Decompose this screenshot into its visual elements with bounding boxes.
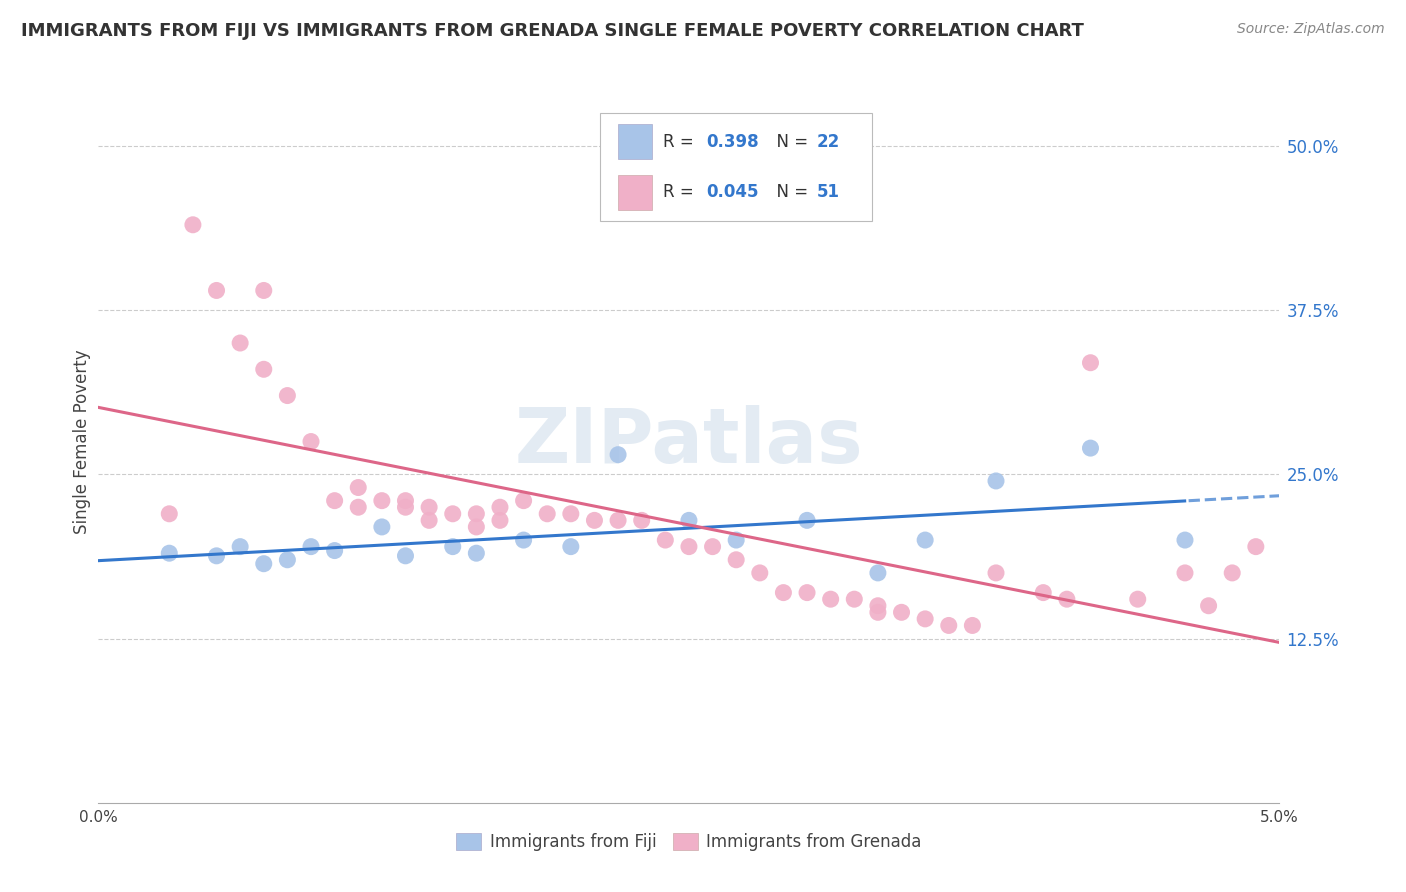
Text: 51: 51 bbox=[817, 183, 839, 202]
Point bbox=[796, 585, 818, 599]
Point bbox=[157, 546, 180, 560]
Point bbox=[844, 592, 866, 607]
Point bbox=[678, 513, 700, 527]
Point bbox=[678, 540, 700, 554]
Point bbox=[1174, 533, 1197, 547]
Point bbox=[820, 592, 842, 607]
Point bbox=[583, 513, 606, 527]
Point bbox=[914, 612, 936, 626]
Text: N =: N = bbox=[766, 183, 813, 202]
Point bbox=[1220, 566, 1243, 580]
Point bbox=[890, 605, 912, 619]
FancyBboxPatch shape bbox=[600, 112, 872, 221]
Point bbox=[371, 493, 394, 508]
Point bbox=[299, 434, 322, 449]
Point bbox=[1198, 599, 1220, 613]
Point bbox=[984, 566, 1007, 580]
Text: N =: N = bbox=[766, 133, 813, 151]
FancyBboxPatch shape bbox=[619, 175, 652, 210]
Point bbox=[394, 500, 416, 515]
Point bbox=[914, 533, 936, 547]
Point bbox=[299, 540, 322, 554]
Point bbox=[323, 543, 346, 558]
Legend: Immigrants from Fiji, Immigrants from Grenada: Immigrants from Fiji, Immigrants from Gr… bbox=[449, 825, 929, 860]
Text: IMMIGRANTS FROM FIJI VS IMMIGRANTS FROM GRENADA SINGLE FEMALE POVERTY CORRELATIO: IMMIGRANTS FROM FIJI VS IMMIGRANTS FROM … bbox=[21, 22, 1084, 40]
Point bbox=[418, 500, 440, 515]
Point bbox=[205, 284, 228, 298]
Point bbox=[962, 618, 984, 632]
Point bbox=[229, 540, 252, 554]
Point bbox=[347, 481, 370, 495]
Point bbox=[418, 513, 440, 527]
Text: ZIPatlas: ZIPatlas bbox=[515, 405, 863, 478]
Point bbox=[441, 540, 464, 554]
Text: Source: ZipAtlas.com: Source: ZipAtlas.com bbox=[1237, 22, 1385, 37]
Point bbox=[560, 540, 582, 554]
Point bbox=[748, 566, 770, 580]
Point bbox=[938, 618, 960, 632]
Point bbox=[465, 507, 488, 521]
Text: R =: R = bbox=[664, 183, 699, 202]
Point bbox=[512, 533, 534, 547]
Point bbox=[276, 553, 298, 567]
Point bbox=[984, 474, 1007, 488]
Point bbox=[1244, 540, 1267, 554]
Point bbox=[489, 513, 512, 527]
Point bbox=[772, 585, 794, 599]
Point bbox=[253, 362, 276, 376]
Point bbox=[630, 513, 652, 527]
Point bbox=[394, 549, 416, 563]
Point bbox=[725, 533, 748, 547]
Point bbox=[607, 513, 630, 527]
Text: 22: 22 bbox=[817, 133, 839, 151]
Point bbox=[1056, 592, 1078, 607]
Text: 0.045: 0.045 bbox=[707, 183, 759, 202]
Point bbox=[725, 553, 748, 567]
Point bbox=[1032, 585, 1054, 599]
Point bbox=[866, 605, 889, 619]
Point bbox=[796, 513, 818, 527]
Point bbox=[253, 284, 276, 298]
Point bbox=[157, 507, 180, 521]
Point bbox=[560, 507, 582, 521]
Point bbox=[323, 493, 346, 508]
Point bbox=[394, 493, 416, 508]
Point bbox=[1174, 566, 1197, 580]
Point bbox=[866, 599, 889, 613]
Point bbox=[253, 557, 276, 571]
Point bbox=[654, 533, 676, 547]
Point bbox=[702, 540, 724, 554]
Point bbox=[536, 507, 558, 521]
Point bbox=[276, 388, 298, 402]
Point bbox=[489, 500, 512, 515]
Point bbox=[371, 520, 394, 534]
Point bbox=[1080, 441, 1102, 455]
Point bbox=[1126, 592, 1149, 607]
Point bbox=[465, 520, 488, 534]
Point bbox=[465, 546, 488, 560]
Y-axis label: Single Female Poverty: Single Female Poverty bbox=[73, 350, 91, 533]
FancyBboxPatch shape bbox=[619, 124, 652, 160]
Point bbox=[181, 218, 204, 232]
Point bbox=[607, 448, 630, 462]
Text: 0.398: 0.398 bbox=[707, 133, 759, 151]
Point bbox=[1080, 356, 1102, 370]
Point bbox=[205, 549, 228, 563]
Text: R =: R = bbox=[664, 133, 699, 151]
Point bbox=[512, 493, 534, 508]
Point bbox=[229, 336, 252, 351]
Point bbox=[441, 507, 464, 521]
Point bbox=[866, 566, 889, 580]
Point bbox=[347, 500, 370, 515]
